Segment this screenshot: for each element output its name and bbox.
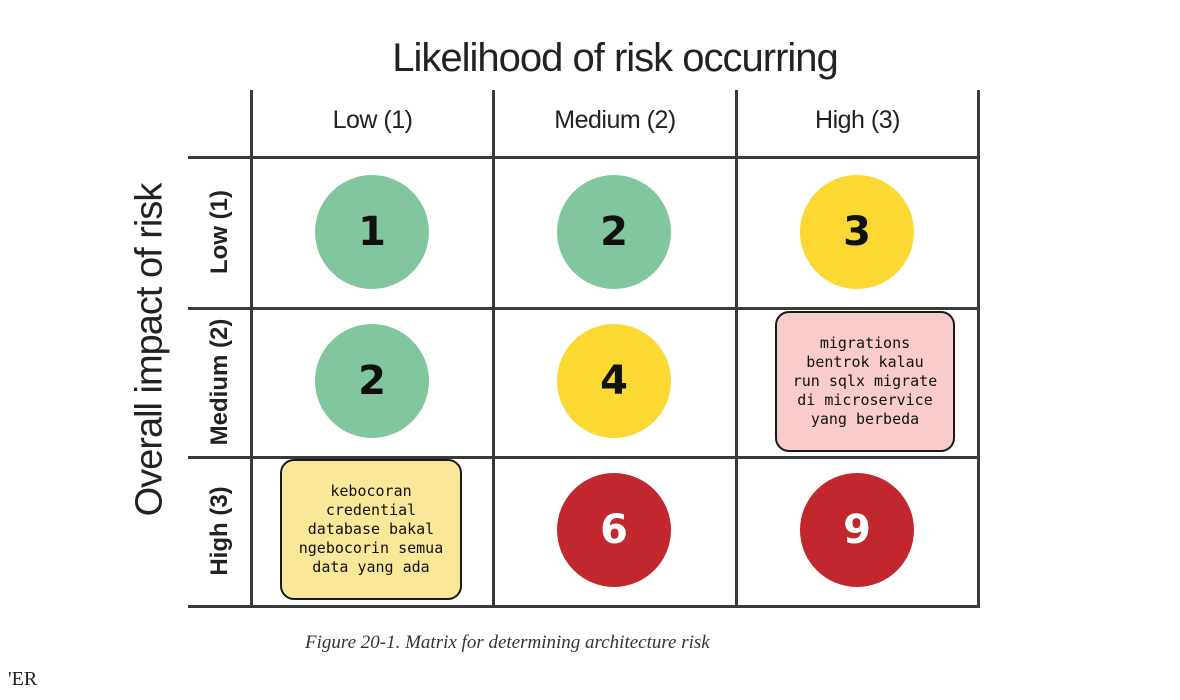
note-migrations-line: migrations xyxy=(819,334,911,352)
corner-text: 'ER xyxy=(8,668,38,690)
note-migrations-line: bentrok kalau xyxy=(806,353,924,371)
note-migrations-line: run sqlx migrate xyxy=(792,372,938,390)
note-credential-line: database bakal xyxy=(307,520,435,538)
grid-hline-0 xyxy=(188,156,980,159)
note-credential-line: ngebocorin semua xyxy=(298,539,444,557)
column-header-high: High (3) xyxy=(815,106,900,134)
row-header-high: High (3) xyxy=(206,486,233,576)
grid-vline-0 xyxy=(250,90,253,608)
row-header-medium: Medium (2) xyxy=(206,318,233,446)
column-header-medium: Medium (2) xyxy=(554,106,676,134)
risk-score-medium-low: 2 xyxy=(315,324,429,438)
grid-vline-2 xyxy=(735,90,738,608)
grid-hline-1 xyxy=(188,307,980,310)
grid-hline-3 xyxy=(188,605,980,608)
grid-vline-1 xyxy=(492,90,495,608)
figure-caption: Figure 20-1. Matrix for determining arch… xyxy=(305,632,710,653)
risk-score-high-high: 9 xyxy=(800,473,914,587)
note-migrations-line: yang berbeda xyxy=(810,410,920,428)
risk-score-medium-medium: 4 xyxy=(557,324,671,438)
grid-vline-3 xyxy=(977,90,980,608)
note-credential-leak: kebocoran credential database bakal ngeb… xyxy=(280,459,462,600)
risk-score-low-low: 1 xyxy=(315,175,429,289)
note-credential-line: credential xyxy=(325,501,417,519)
risk-score-high-medium: 6 xyxy=(557,473,671,587)
row-header-low: Low (1) xyxy=(206,190,233,274)
note-credential-line: kebocoran xyxy=(330,482,412,500)
column-header-low: Low (1) xyxy=(332,106,413,134)
note-migrations: migrations bentrok kalau run sqlx migrat… xyxy=(775,311,955,452)
risk-score-low-medium: 2 xyxy=(557,175,671,289)
risk-score-low-high: 3 xyxy=(800,175,914,289)
note-migrations-line: di microservice xyxy=(797,391,933,409)
grid-hline-2 xyxy=(188,456,980,459)
likelihood-axis-title: Likelihood of risk occurring xyxy=(392,36,839,80)
impact-axis-title: Overall impact of risk xyxy=(128,183,171,517)
note-credential-line: data yang ada xyxy=(312,558,430,576)
